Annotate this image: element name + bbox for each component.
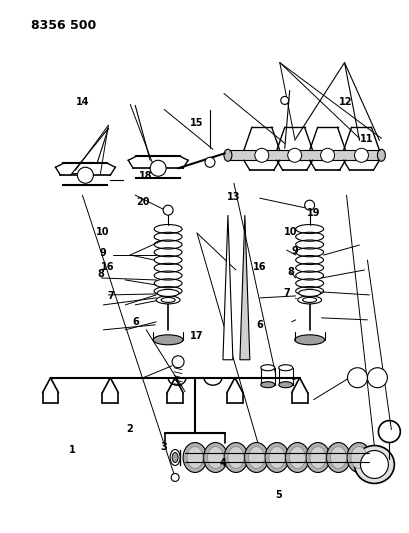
Text: 1: 1 (69, 445, 75, 455)
Circle shape (77, 167, 93, 183)
Ellipse shape (207, 447, 223, 469)
Ellipse shape (377, 149, 384, 161)
Text: 5: 5 (274, 490, 281, 500)
Text: 6: 6 (256, 320, 263, 330)
Ellipse shape (187, 447, 202, 469)
Ellipse shape (268, 447, 284, 469)
Polygon shape (239, 215, 249, 360)
Ellipse shape (278, 365, 292, 371)
Ellipse shape (172, 453, 178, 463)
Ellipse shape (309, 447, 325, 469)
Text: 7: 7 (283, 288, 290, 298)
Ellipse shape (223, 149, 231, 161)
Text: 2: 2 (126, 424, 133, 434)
Circle shape (150, 160, 166, 176)
Ellipse shape (346, 442, 370, 472)
Text: 8: 8 (97, 270, 104, 279)
Circle shape (366, 368, 387, 387)
Ellipse shape (223, 442, 247, 472)
Ellipse shape (157, 289, 179, 296)
Ellipse shape (297, 296, 321, 304)
Text: 8: 8 (287, 267, 294, 277)
Ellipse shape (330, 447, 346, 469)
Circle shape (172, 356, 184, 368)
Text: 8356 500: 8356 500 (31, 19, 96, 31)
Ellipse shape (248, 447, 264, 469)
Ellipse shape (227, 447, 243, 469)
Ellipse shape (156, 296, 180, 304)
Text: 6: 6 (132, 317, 139, 327)
Circle shape (254, 148, 268, 162)
Text: 11: 11 (359, 134, 372, 144)
Circle shape (320, 148, 334, 162)
Ellipse shape (294, 335, 324, 345)
Circle shape (163, 205, 173, 215)
Text: 16: 16 (252, 262, 265, 271)
Text: 16: 16 (101, 262, 114, 271)
Text: 10: 10 (96, 227, 109, 237)
Text: 9: 9 (99, 248, 106, 258)
Circle shape (347, 368, 366, 387)
Ellipse shape (289, 447, 305, 469)
Ellipse shape (264, 442, 288, 472)
Text: 13: 13 (226, 192, 240, 203)
Bar (227, 150, 380, 160)
Ellipse shape (170, 449, 180, 465)
Ellipse shape (326, 442, 350, 472)
Text: 4: 4 (220, 458, 226, 468)
Text: 20: 20 (136, 197, 149, 207)
Text: 19: 19 (306, 208, 319, 219)
Text: 15: 15 (190, 118, 203, 128)
Circle shape (354, 148, 368, 162)
Ellipse shape (360, 450, 387, 479)
Circle shape (280, 96, 288, 104)
Polygon shape (222, 215, 232, 360)
Ellipse shape (278, 382, 292, 387)
Text: 9: 9 (291, 246, 297, 255)
Ellipse shape (153, 335, 183, 345)
Ellipse shape (354, 446, 393, 483)
Text: 14: 14 (76, 96, 89, 107)
Ellipse shape (260, 382, 274, 387)
Ellipse shape (183, 442, 207, 472)
Ellipse shape (302, 297, 316, 302)
Text: 18: 18 (139, 171, 152, 181)
Text: 12: 12 (338, 96, 352, 107)
Text: 10: 10 (283, 227, 297, 237)
Circle shape (287, 148, 301, 162)
Circle shape (171, 473, 179, 481)
Text: 3: 3 (160, 442, 167, 452)
Ellipse shape (244, 442, 268, 472)
Text: 7: 7 (108, 290, 114, 301)
Ellipse shape (350, 447, 366, 469)
Circle shape (204, 157, 214, 167)
Ellipse shape (203, 442, 227, 472)
Ellipse shape (260, 365, 274, 371)
Ellipse shape (161, 297, 175, 302)
Text: 17: 17 (190, 330, 203, 341)
Circle shape (304, 200, 314, 210)
Ellipse shape (298, 289, 320, 296)
Ellipse shape (305, 442, 329, 472)
Ellipse shape (285, 442, 309, 472)
